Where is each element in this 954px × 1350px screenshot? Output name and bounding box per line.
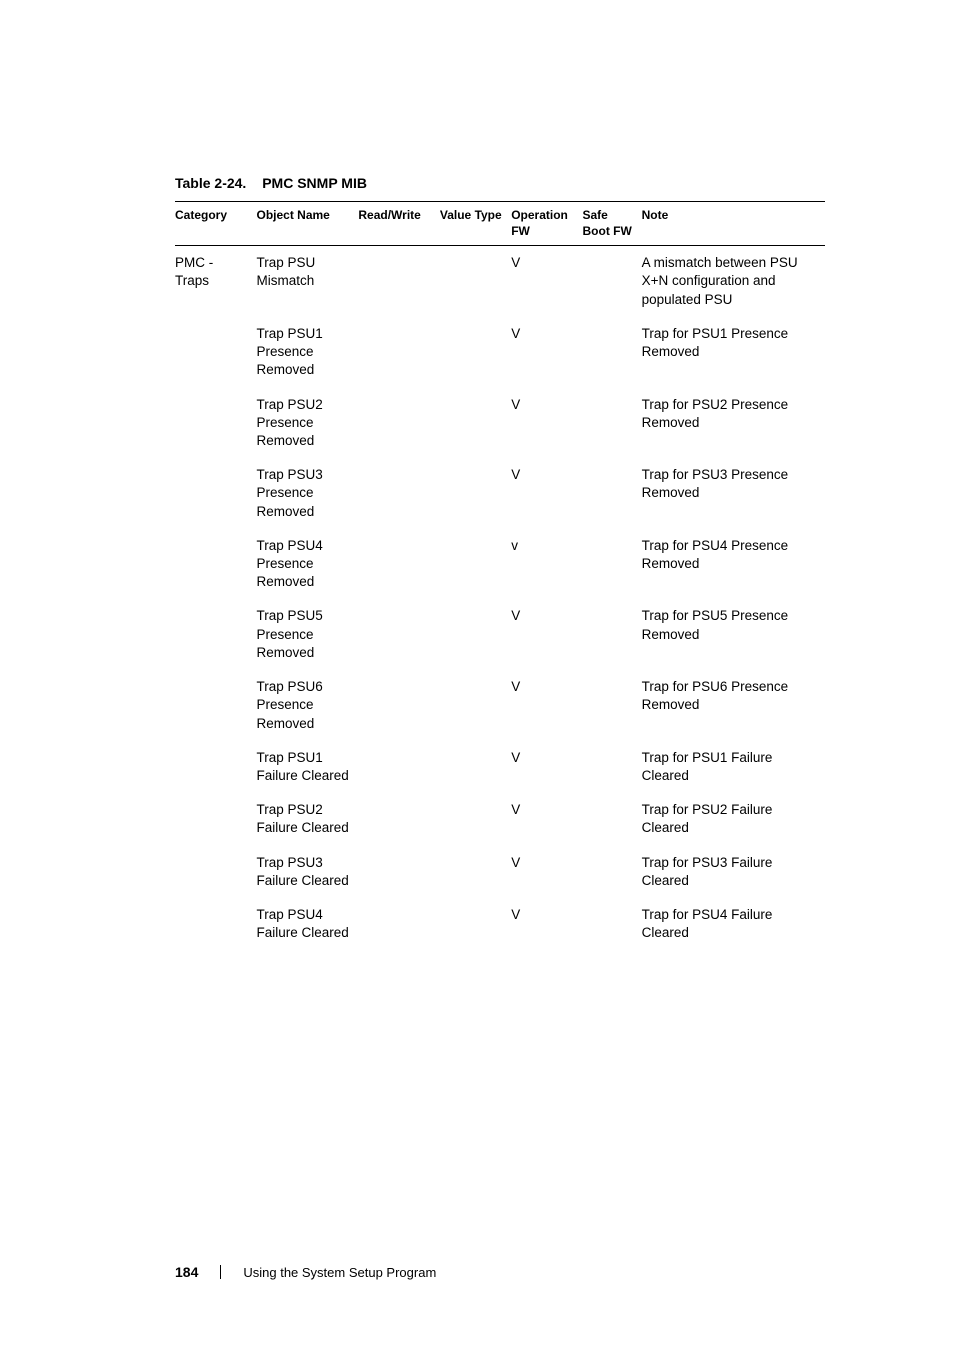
cell-op: V	[511, 670, 582, 741]
table-body: PMC - Traps Trap PSU Mismatch V A mismat…	[175, 246, 825, 951]
table-row: Trap PSU1 Failure Cleared V Trap for PSU…	[175, 741, 825, 793]
cell-object: Trap PSU2 Failure Cleared	[257, 793, 359, 845]
cell-object: Trap PSU3 Presence Removed	[257, 458, 359, 529]
table-row: Trap PSU6 Presence Removed V Trap for PS…	[175, 670, 825, 741]
cell-op: V	[511, 599, 582, 670]
col-vt: Value Type	[440, 202, 511, 246]
cell-op: V	[511, 846, 582, 898]
table-caption: Table 2-24. PMC SNMP MIB	[175, 175, 824, 191]
table-row: Trap PSU4 Presence Removed v Trap for PS…	[175, 529, 825, 600]
cell-object: Trap PSU5 Presence Removed	[257, 599, 359, 670]
table-row: Trap PSU4 Failure Cleared V Trap for PSU…	[175, 898, 825, 950]
table-label: Table 2-24.	[175, 175, 246, 191]
col-category: Category	[175, 202, 257, 246]
table-row: Trap PSU5 Presence Removed V Trap for PS…	[175, 599, 825, 670]
cell-object: Trap PSU Mismatch	[257, 246, 359, 317]
col-rw: Read/Write	[358, 202, 440, 246]
cell-op: V	[511, 388, 582, 459]
table-row: Trap PSU3 Presence Removed V Trap for PS…	[175, 458, 825, 529]
cell-rw	[358, 246, 440, 317]
cell-note: Trap for PSU4 Presence Removed	[642, 529, 825, 600]
page-footer: 184 Using the System Setup Program	[175, 1264, 436, 1280]
cell-object: Trap PSU4 Presence Removed	[257, 529, 359, 600]
table-row: Trap PSU1 Presence Removed V Trap for PS…	[175, 317, 825, 388]
table-header-row: Category Object Name Read/Write Value Ty…	[175, 202, 825, 246]
table-row: PMC - Traps Trap PSU Mismatch V A mismat…	[175, 246, 825, 317]
cell-op: V	[511, 898, 582, 950]
cell-object: Trap PSU2 Presence Removed	[257, 388, 359, 459]
cell-note: Trap for PSU6 Presence Removed	[642, 670, 825, 741]
cell-note: Trap for PSU3 Failure Cleared	[642, 846, 825, 898]
table-title: PMC SNMP MIB	[262, 175, 367, 191]
col-object: Object Name	[257, 202, 359, 246]
table-row: Trap PSU2 Presence Removed V Trap for PS…	[175, 388, 825, 459]
cell-object: Trap PSU1 Presence Removed	[257, 317, 359, 388]
cell-vt	[440, 246, 511, 317]
cell-op: V	[511, 741, 582, 793]
cell-op: v	[511, 529, 582, 600]
cell-note: Trap for PSU1 Presence Removed	[642, 317, 825, 388]
footer-divider	[220, 1265, 221, 1279]
table-row: Trap PSU3 Failure Cleared V Trap for PSU…	[175, 846, 825, 898]
page-number: 184	[175, 1264, 198, 1280]
col-safe: SafeBoot FW	[583, 202, 642, 246]
cell-op: V	[511, 458, 582, 529]
cell-object: Trap PSU4 Failure Cleared	[257, 898, 359, 950]
cell-safe	[583, 246, 642, 317]
cell-note: Trap for PSU5 Presence Removed	[642, 599, 825, 670]
cell-category: PMC - Traps	[175, 246, 257, 317]
page: Table 2-24. PMC SNMP MIB Category Object…	[0, 0, 954, 1350]
cell-note: Trap for PSU1 Failure Cleared	[642, 741, 825, 793]
cell-op: V	[511, 793, 582, 845]
cell-object: Trap PSU1 Failure Cleared	[257, 741, 359, 793]
snmp-mib-table: Category Object Name Read/Write Value Ty…	[175, 201, 825, 951]
cell-note: Trap for PSU4 Failure Cleared	[642, 898, 825, 950]
col-op: OperationFW	[511, 202, 582, 246]
footer-text: Using the System Setup Program	[243, 1265, 436, 1280]
cell-note: Trap for PSU2 Presence Removed	[642, 388, 825, 459]
cell-object: Trap PSU6 Presence Removed	[257, 670, 359, 741]
cell-note: A mismatch between PSU X+N configuration…	[642, 246, 825, 317]
cell-note: Trap for PSU3 Presence Removed	[642, 458, 825, 529]
cell-op: V	[511, 246, 582, 317]
cell-op: V	[511, 317, 582, 388]
cell-note: Trap for PSU2 Failure Cleared	[642, 793, 825, 845]
table-row: Trap PSU2 Failure Cleared V Trap for PSU…	[175, 793, 825, 845]
cell-object: Trap PSU3 Failure Cleared	[257, 846, 359, 898]
col-note: Note	[642, 202, 825, 246]
